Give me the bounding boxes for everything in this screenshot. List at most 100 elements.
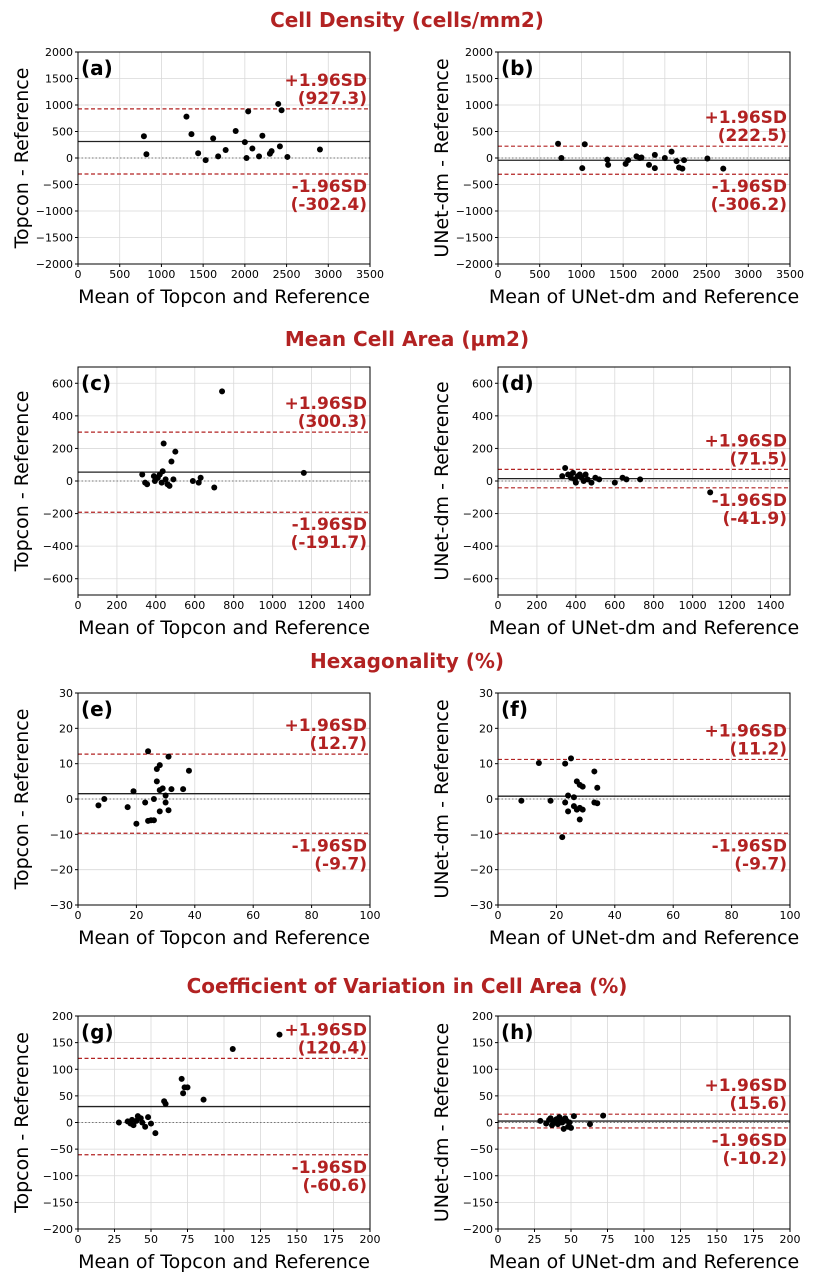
lower-sd-label: -1.96SD <box>712 1131 787 1151</box>
y-tick-label: 10 <box>59 758 73 771</box>
data-point <box>162 792 169 799</box>
y-tick-label: −150 <box>43 1196 73 1209</box>
lower-sd-value: (-302.4) <box>291 195 367 215</box>
x-tick-label: 2500 <box>273 268 301 281</box>
y-tick-label: −150 <box>463 1196 493 1209</box>
data-point <box>133 820 140 827</box>
data-point <box>160 440 167 447</box>
upper-sd-label: +1.96SD <box>284 394 367 414</box>
data-point <box>140 133 147 140</box>
y-tick-label: 400 <box>472 410 493 423</box>
data-point <box>232 127 239 134</box>
x-tick-label: 1000 <box>567 268 595 281</box>
data-point <box>275 100 282 107</box>
data-point <box>300 469 307 476</box>
data-point <box>594 800 601 807</box>
upper-sd-value: (300.3) <box>298 412 367 432</box>
data-point <box>579 783 586 790</box>
x-tick-label: 150 <box>287 1233 308 1246</box>
data-point <box>115 1119 122 1126</box>
y-tick-label: −600 <box>463 573 493 586</box>
x-tick-label: 3000 <box>734 268 762 281</box>
data-point <box>133 1117 140 1124</box>
lower-sd-label: -1.96SD <box>712 491 787 511</box>
data-point <box>316 146 323 153</box>
y-tick-label: 600 <box>52 377 73 390</box>
x-tick-label: 100 <box>780 909 801 922</box>
x-tick-label: 0 <box>495 909 502 922</box>
data-point <box>95 802 102 809</box>
y-tick-label: −30 <box>470 899 493 912</box>
data-point <box>215 153 222 160</box>
x-tick-label: 0 <box>75 909 82 922</box>
data-point <box>625 157 632 164</box>
data-point <box>245 108 252 115</box>
y-axis-label: UNet-dm - Reference <box>431 381 453 580</box>
data-point <box>165 753 172 760</box>
data-point <box>188 131 195 138</box>
lower-sd-label: -1.96SD <box>292 177 367 197</box>
y-tick-label: −400 <box>463 540 493 553</box>
data-point <box>156 808 163 815</box>
y-tick-label: −2000 <box>456 258 493 271</box>
y-tick-label: 1000 <box>45 99 73 112</box>
x-tick-label: 0 <box>495 599 502 612</box>
upper-sd-label: +1.96SD <box>704 721 787 741</box>
data-point <box>568 1124 574 1131</box>
data-point <box>153 778 160 785</box>
data-point <box>591 768 598 775</box>
y-tick-label: 0 <box>66 152 73 165</box>
lower-sd-value: (-306.2) <box>711 195 787 215</box>
data-point <box>142 799 149 806</box>
x-tick-label: 0 <box>495 1233 502 1246</box>
x-tick-label: 2500 <box>693 268 721 281</box>
data-point <box>518 797 525 804</box>
panel-label: (g) <box>81 1020 114 1044</box>
y-tick-label: 0 <box>486 152 493 165</box>
upper-sd-value: (222.5) <box>718 126 787 146</box>
x-tick-label: 400 <box>565 599 586 612</box>
y-tick-label: 100 <box>472 1063 493 1076</box>
data-point <box>535 759 542 766</box>
x-tick-label: 175 <box>743 1233 764 1246</box>
y-tick-label: −50 <box>470 1143 493 1156</box>
x-tick-label: 1400 <box>337 599 365 612</box>
data-point <box>594 784 601 791</box>
section-title-mean-cell-area: Mean Cell Area (µm2) <box>285 327 529 351</box>
data-point <box>150 817 157 824</box>
data-point <box>276 143 283 150</box>
panel-label: (f) <box>501 697 528 721</box>
data-point <box>197 474 204 481</box>
y-tick-label: −100 <box>43 1170 73 1183</box>
lower-sd-label: -1.96SD <box>292 515 367 535</box>
panel-a: 0 500 1000 1500 2000 2500 3000 3500 −2000 −1500 −1… <box>11 46 384 308</box>
x-tick-label: 100 <box>214 1233 235 1246</box>
x-tick-label: 60 <box>666 909 680 922</box>
x-tick-label: 0 <box>75 1233 82 1246</box>
data-point <box>638 154 645 161</box>
upper-sd-value: (71.5) <box>730 449 787 469</box>
data-point <box>166 482 173 489</box>
x-axis-label: Mean of Topcon and Reference <box>78 1251 370 1273</box>
y-tick-label: −200 <box>463 1223 493 1236</box>
lower-sd-value: (-9.7) <box>734 854 787 874</box>
lower-sd-label: -1.96SD <box>292 1158 367 1178</box>
panel-f: 0 20 40 60 80 100 −30 −20 −10 0 10 20 30 Mean of UNet… <box>431 687 801 949</box>
x-tick-label: 200 <box>360 1233 381 1246</box>
data-point <box>720 165 727 172</box>
data-point <box>249 145 256 152</box>
y-tick-label: −400 <box>43 540 73 553</box>
y-tick-label: 200 <box>52 1010 73 1023</box>
y-tick-label: −100 <box>463 1170 493 1183</box>
x-tick-label: 500 <box>529 268 550 281</box>
y-tick-label: −20 <box>50 864 73 877</box>
data-point <box>646 161 653 168</box>
data-point <box>570 1113 577 1120</box>
x-axis-label: Mean of Topcon and Reference <box>78 927 370 949</box>
x-tick-label: 800 <box>223 599 244 612</box>
panel-h: 0 25 50 75 100 125 150 175 200 −200 −150 −100 −50 0 50… <box>431 1010 801 1273</box>
data-point <box>150 796 157 802</box>
data-point <box>168 458 175 465</box>
upper-sd-value: (120.4) <box>298 1038 367 1058</box>
y-tick-label: −20 <box>470 864 493 877</box>
